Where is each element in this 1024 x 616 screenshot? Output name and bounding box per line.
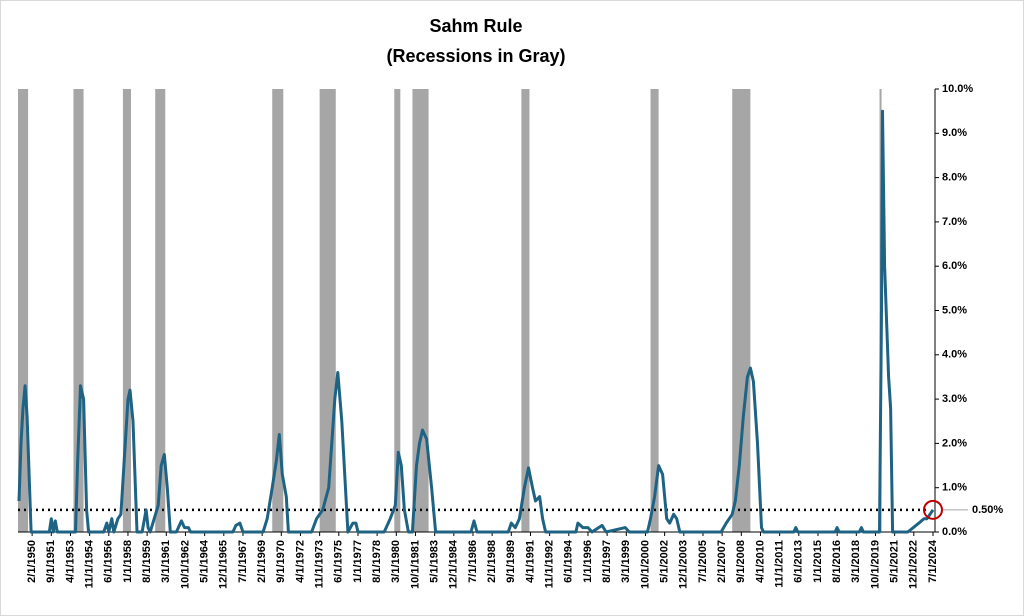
recession-band (319, 89, 336, 532)
x-tick-label: 6/1/1994 (563, 539, 575, 583)
x-tick-label: 1/1/1977 (352, 540, 364, 583)
x-tick-label: 6/1/1975 (333, 540, 345, 583)
x-tick-label: 2/1/1950 (26, 540, 38, 583)
y-tick-label: 8.0% (942, 172, 967, 184)
x-tick-label: 7/1/1986 (467, 540, 479, 583)
recession-band (394, 89, 401, 532)
x-tick-label: 10/1/2019 (869, 540, 881, 589)
x-tick-label: 2/1/2007 (716, 540, 728, 583)
x-tick-label: 3/1/2018 (850, 540, 862, 583)
reference-label: 0.50% (972, 504, 1003, 516)
x-tick-label: 8/1/1959 (141, 540, 153, 583)
x-tick-label: 7/1/1967 (237, 540, 249, 583)
x-tick-label: 3/1/1999 (620, 540, 632, 583)
y-tick-label: 5.0% (942, 304, 967, 316)
recession-band (521, 89, 530, 532)
recession-band (732, 89, 751, 532)
x-tick-label: 10/1/2000 (639, 540, 651, 589)
x-tick-label: 5/1/2021 (889, 540, 901, 583)
y-tick-label: 7.0% (942, 216, 967, 228)
x-tick-label: 1/1/2015 (812, 540, 824, 583)
x-tick-label: 11/1/1973 (314, 540, 326, 588)
recession-band (122, 89, 131, 532)
x-tick-label: 5/1/1983 (429, 540, 441, 583)
x-tick-label: 6/1/2013 (793, 540, 805, 583)
x-tick-label: 11/1/2011 (774, 540, 786, 588)
x-tick-label: 3/1/1961 (160, 540, 172, 583)
y-tick-label: 2.0% (942, 437, 967, 449)
x-tick-label: 2/1/1969 (256, 540, 268, 583)
x-tick-label: 3/1/1980 (390, 540, 402, 583)
x-tick-label: 12/1/2003 (678, 540, 690, 589)
x-tick-label: 1/1/1996 (582, 540, 594, 583)
x-tick-label: 8/1/1997 (601, 540, 613, 583)
x-tick-label: 8/1/2016 (831, 540, 843, 583)
recession-band (155, 89, 166, 532)
x-tick-label: 1/1/1958 (122, 540, 134, 583)
x-tick-label: 12/1/2022 (908, 540, 920, 589)
y-tick-label: 9.0% (942, 127, 967, 139)
chart-title: Sahm Rule (429, 16, 522, 36)
x-tick-label: 5/1/1964 (199, 539, 211, 583)
y-tick-label: 1.0% (942, 482, 967, 494)
sahm-line (17, 109, 935, 534)
x-tick-label: 4/1/1972 (294, 540, 306, 583)
x-tick-label: 8/1/1978 (371, 540, 383, 583)
x-tick-label: 7/1/2005 (697, 540, 709, 583)
x-tick-label: 12/1/1965 (218, 540, 230, 589)
x-tick-label: 11/1/1954 (84, 539, 96, 588)
x-tick-label: 9/1/1951 (45, 540, 57, 583)
recession-band (18, 89, 29, 532)
x-tick-label: 9/1/2008 (735, 540, 747, 583)
x-tick-label: 6/1/1956 (103, 540, 115, 583)
x-tick-label: 4/1/1953 (64, 540, 76, 583)
y-tick-label: 3.0% (942, 393, 967, 405)
recession-band (272, 89, 284, 532)
x-tick-label: 7/1/2024 (927, 539, 939, 583)
recession-band (73, 89, 84, 532)
x-tick-label: 10/1/1981 (409, 540, 421, 589)
x-tick-label: 5/1/2002 (659, 540, 671, 583)
chart-subtitle: (Recessions in Gray) (386, 46, 565, 66)
x-tick-label: 9/1/1989 (505, 540, 517, 583)
recession-band (412, 89, 429, 532)
y-tick-label: 4.0% (942, 349, 967, 361)
x-tick-label: 9/1/1970 (275, 540, 287, 583)
recession-band (650, 89, 659, 532)
x-tick-label: 4/1/2010 (754, 540, 766, 583)
x-tick-label: 12/1/1984 (448, 539, 460, 589)
x-tick-label: 11/1/1992 (544, 540, 556, 588)
y-tick-label: 6.0% (942, 260, 967, 272)
x-tick-label: 10/1/1962 (179, 540, 191, 589)
y-tick-label: 0.0% (942, 526, 967, 538)
x-tick-label: 4/1/1991 (524, 540, 536, 583)
x-tick-label: 2/1/1988 (486, 540, 498, 583)
highlight-circle (922, 499, 943, 520)
y-tick-label: 10.0% (942, 83, 973, 95)
